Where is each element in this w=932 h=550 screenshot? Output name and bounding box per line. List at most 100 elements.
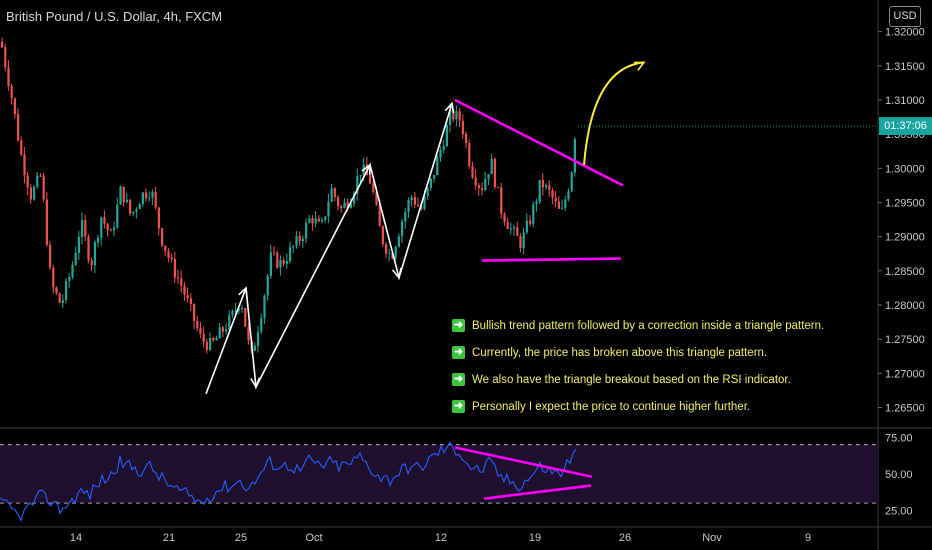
candle-body bbox=[218, 327, 221, 339]
candle-body bbox=[525, 220, 528, 233]
candle-body bbox=[465, 134, 468, 144]
price-tick-label: 1.30000 bbox=[885, 163, 925, 175]
candle-body bbox=[157, 207, 160, 229]
candle-body bbox=[58, 293, 61, 303]
candle-body bbox=[74, 252, 77, 265]
candle-body bbox=[81, 220, 84, 237]
candle-body bbox=[321, 219, 324, 222]
candle-body bbox=[529, 220, 532, 224]
zigzag-arrowhead bbox=[250, 377, 261, 389]
candle-body bbox=[410, 197, 413, 201]
candle-body bbox=[407, 200, 410, 213]
candle-body bbox=[349, 203, 352, 208]
candle-body bbox=[279, 260, 282, 268]
candle-body bbox=[93, 242, 96, 266]
candle-body bbox=[522, 232, 525, 249]
candle-body bbox=[36, 175, 39, 187]
candle-body bbox=[394, 246, 397, 259]
candle-body bbox=[292, 246, 295, 248]
chart-title: British Pound / U.S. Dollar, 4h, FXCM bbox=[6, 9, 223, 24]
time-tick-label: Oct bbox=[305, 532, 322, 544]
time-tick-label: Nov bbox=[702, 532, 722, 544]
note-text: Personally I expect the price to continu… bbox=[472, 400, 751, 413]
triangle-lower-line bbox=[481, 257, 622, 262]
candle-body bbox=[413, 197, 416, 205]
candle-body bbox=[42, 175, 45, 200]
annotation-notes: ➜ Bullish trend pattern followed by a co… bbox=[452, 312, 824, 420]
candle-body bbox=[189, 298, 192, 304]
time-tick-label: 25 bbox=[235, 532, 247, 544]
candle-body bbox=[359, 174, 362, 177]
candle-body bbox=[68, 277, 71, 282]
candle-body bbox=[13, 98, 16, 115]
candle-body bbox=[170, 257, 173, 260]
candle-body bbox=[417, 204, 420, 206]
candle-body bbox=[199, 327, 202, 334]
candle-body bbox=[333, 188, 336, 198]
time-tick-label: 9 bbox=[805, 532, 811, 544]
candle-body bbox=[474, 177, 477, 186]
candle-body bbox=[244, 308, 247, 327]
candle-body bbox=[330, 188, 333, 202]
candle-body bbox=[557, 201, 560, 209]
candle-body bbox=[375, 192, 378, 205]
candle-body bbox=[567, 191, 570, 200]
candle-body bbox=[193, 303, 196, 321]
candle-body bbox=[237, 308, 240, 311]
currency-button[interactable]: USD bbox=[889, 6, 921, 27]
candle-body bbox=[4, 47, 7, 68]
candle-body bbox=[10, 86, 13, 99]
candle-body bbox=[298, 236, 301, 242]
candle-body bbox=[461, 120, 464, 135]
candle-body bbox=[55, 287, 58, 294]
rsi-tick-label: 50.00 bbox=[885, 469, 913, 481]
candle-body bbox=[141, 192, 144, 204]
candle-body bbox=[61, 300, 64, 303]
current-price-tag: 01:37:06 bbox=[879, 117, 932, 135]
candle-body bbox=[164, 245, 167, 252]
candle-body bbox=[84, 220, 87, 237]
note-item: ➜ Currently, the price has broken above … bbox=[452, 339, 824, 366]
price-tick-label: 1.27500 bbox=[885, 334, 925, 346]
candle-body bbox=[327, 201, 330, 217]
price-tick-label: 1.32000 bbox=[885, 27, 925, 39]
candle-body bbox=[52, 267, 55, 288]
candle-body bbox=[221, 327, 224, 332]
candle-body bbox=[452, 110, 455, 120]
candle-body bbox=[97, 237, 100, 243]
candle-body bbox=[468, 143, 471, 166]
candle-body bbox=[305, 222, 308, 239]
candle-body bbox=[295, 236, 298, 247]
zigzag-arrowhead bbox=[444, 101, 455, 114]
candle-body bbox=[429, 178, 432, 188]
candle-body bbox=[532, 204, 535, 224]
candle-body bbox=[436, 157, 439, 175]
candle-body bbox=[554, 197, 557, 202]
candle-body bbox=[439, 149, 442, 158]
candle-body bbox=[7, 67, 10, 87]
candle-body bbox=[317, 218, 320, 222]
candle-body bbox=[109, 230, 112, 232]
candle-body bbox=[564, 199, 567, 208]
candle-body bbox=[385, 244, 388, 254]
price-tick-label: 1.29000 bbox=[885, 232, 925, 244]
candle-body bbox=[225, 329, 228, 332]
rsi-line bbox=[0, 441, 577, 523]
candle-body bbox=[490, 158, 493, 175]
candle-body bbox=[260, 317, 263, 332]
candle-body bbox=[401, 221, 404, 237]
candle-body bbox=[122, 186, 125, 203]
candle-body bbox=[535, 201, 538, 205]
candle-body bbox=[205, 341, 208, 350]
candle-body bbox=[337, 197, 340, 207]
rsi-tick-label: 75.00 bbox=[885, 432, 913, 444]
candle-body bbox=[423, 195, 426, 209]
candle-body bbox=[477, 185, 480, 189]
note-text: We also have the triangle breakout based… bbox=[472, 373, 791, 386]
candle-body bbox=[202, 333, 205, 342]
candle-body bbox=[161, 228, 164, 246]
candle-body bbox=[346, 202, 349, 208]
price-tick-label: 1.27000 bbox=[885, 368, 925, 380]
candle-body bbox=[116, 204, 119, 228]
